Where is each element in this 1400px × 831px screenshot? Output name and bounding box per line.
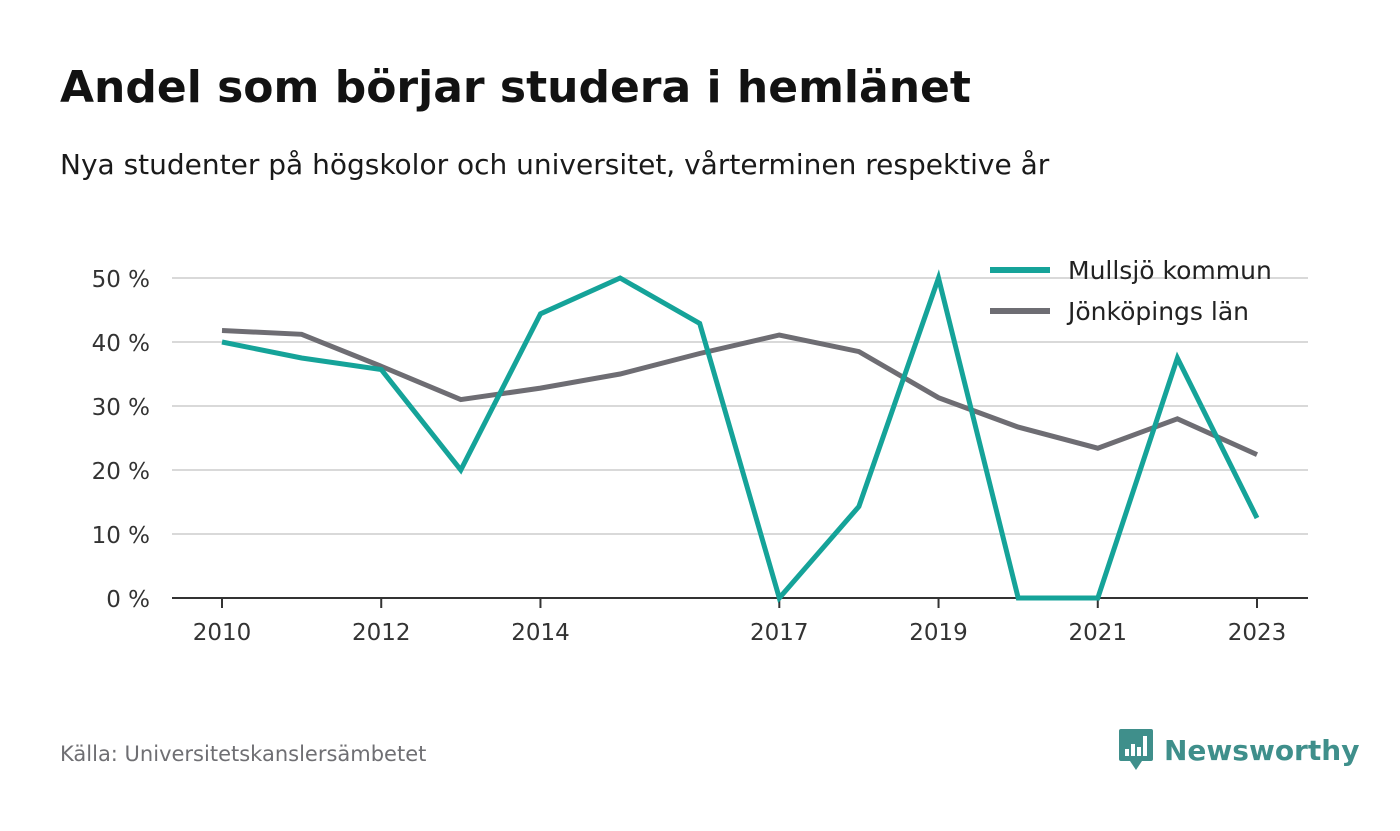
source-note: Källa: Universitetskanslersämbetet — [60, 742, 427, 766]
series-line — [221, 269, 1260, 604]
brand-name: Newsworthy — [1164, 733, 1360, 767]
y-tick-label: 0 % — [106, 587, 150, 613]
y-tick-label: 50 % — [92, 267, 150, 293]
y-tick-label: 20 % — [92, 459, 150, 485]
x-tick-label: 2021 — [1068, 620, 1127, 646]
line-chart: 0 % 10 % 20 % 30 % 40 % 50 % 2010 2012 2014 2017… — [92, 256, 1308, 646]
newsworthy-logo-icon — [1119, 729, 1153, 770]
chart-title: Andel som börjar studera i hemlänet — [60, 62, 971, 113]
x-tick-label: 2017 — [750, 620, 809, 646]
y-tick-label: 10 % — [92, 523, 150, 549]
x-tick-label: 2014 — [511, 620, 570, 646]
y-tick-label: 40 % — [92, 331, 150, 357]
x-tick-label: 2012 — [352, 620, 411, 646]
series-line — [221, 328, 1259, 457]
x-tick-label: 2010 — [193, 620, 252, 646]
legend-label: Jönköpings län — [1066, 297, 1249, 326]
legend-label: Mullsjö kommun — [1068, 256, 1272, 285]
y-tick-label: 30 % — [92, 395, 150, 421]
x-tick-label: 2023 — [1228, 620, 1287, 646]
chart-subtitle: Nya studenter på högskolor och universit… — [60, 148, 1050, 181]
x-tick-label: 2019 — [909, 620, 968, 646]
brand-logo: Newsworthy — [1118, 728, 1359, 772]
